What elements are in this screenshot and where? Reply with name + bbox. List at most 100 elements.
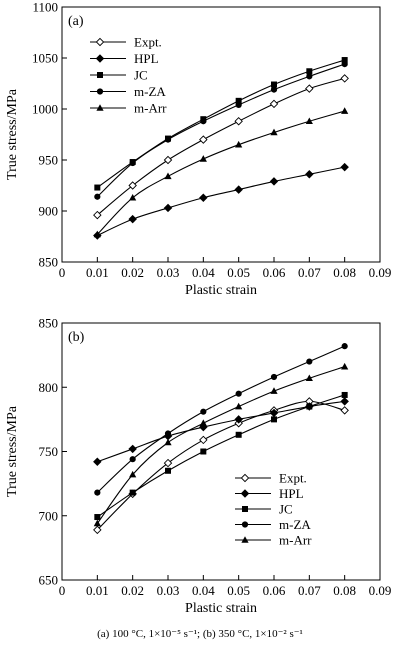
data-point [341, 61, 348, 68]
chart-a: 0 0.01 0.02 0.03 0.04 0.05 0.06 0.07 0.08 0.09 850… [5, 0, 391, 298]
data-point [269, 177, 279, 186]
y-axis-label: True stress/MPa [5, 405, 20, 497]
y-tick-label: 850 [39, 255, 59, 270]
x-tick-label: 0.09 [369, 583, 392, 598]
data-point [234, 415, 243, 424]
legend: Expt.HPL JCm-ZA m-Arr [90, 35, 167, 116]
data-point [271, 81, 277, 88]
data-point [163, 458, 173, 468]
x-tick-label: 0.01 [86, 583, 109, 598]
series-line [96, 366, 345, 524]
data-point [199, 435, 208, 445]
x-tick-label: 0.06 [263, 265, 286, 280]
y-tick-label: 1100 [32, 0, 58, 15]
plot-frame [61, 6, 381, 263]
legend-marker [96, 104, 104, 111]
panel-label: (b) [68, 330, 85, 345]
y-tick-label: 750 [39, 444, 59, 459]
x-tick-label: 0.04 [192, 583, 215, 598]
data-point [94, 184, 101, 191]
legend-label: HPL [134, 51, 159, 66]
x-tick-label: 0.04 [192, 265, 215, 280]
data-point [165, 467, 171, 474]
data-point [340, 74, 349, 83]
legend-marker [96, 88, 104, 95]
y-tick-label: 700 [39, 508, 59, 523]
series-expt [93, 74, 349, 220]
x-tick-label: 0 [59, 265, 66, 280]
data-point [269, 99, 279, 109]
data-point [234, 117, 243, 126]
x-tick-label: 0.07 [298, 583, 321, 598]
data-point [128, 444, 137, 454]
y-tick-label: 1050 [32, 51, 58, 66]
data-point [235, 101, 242, 109]
series-m-arr [93, 362, 349, 527]
x-tick-label: 0.02 [121, 265, 144, 280]
data-point [93, 230, 101, 238]
legend-label: m-Arr [134, 101, 167, 116]
data-point [306, 358, 313, 365]
y-tick-label: 800 [39, 380, 59, 395]
x-tick-label: 0.03 [157, 265, 180, 280]
data-point [305, 117, 313, 125]
data-point [200, 408, 207, 415]
chart-b: 0 0.01 0.02 0.03 0.04 0.05 0.06 0.07 0.08 0.09 650… [5, 316, 391, 617]
data-point [235, 97, 242, 104]
data-point [129, 489, 136, 496]
series-m-za [94, 61, 348, 200]
data-point [128, 214, 137, 224]
data-point [306, 403, 313, 410]
series-m-za [94, 343, 348, 496]
x-tick-label: 0.06 [263, 583, 286, 598]
legend-marker [242, 506, 248, 512]
data-point [341, 57, 348, 64]
data-point [163, 155, 173, 165]
data-point [306, 73, 313, 80]
data-point [94, 489, 101, 496]
legend-marker [95, 37, 105, 47]
data-point [93, 525, 102, 535]
data-point [305, 84, 314, 93]
y-axis-label: True stress/MPa [5, 88, 20, 180]
y-tick-label: 950 [39, 153, 59, 168]
data-point [199, 193, 208, 202]
x-tick-label: 0 [59, 583, 66, 598]
x-tick-label: 0.09 [369, 265, 392, 280]
data-point [129, 159, 136, 167]
data-point [341, 343, 348, 350]
series-hpl [93, 162, 349, 240]
data-point [164, 430, 172, 437]
data-point [341, 362, 349, 370]
data-point [93, 210, 102, 220]
legend-marker [241, 521, 249, 528]
legend-marker [97, 72, 103, 78]
data-point [199, 135, 208, 144]
data-point [340, 397, 349, 406]
figure-caption: (a) 100 °C, 1×10⁻⁵ s⁻¹; (b) 350 °C, 1×10… [97, 628, 303, 640]
legend-label: HPL [279, 486, 304, 501]
series-line [97, 394, 345, 518]
data-point [200, 448, 207, 455]
data-point [199, 419, 207, 427]
series-line [96, 63, 345, 198]
legend-marker [240, 489, 250, 498]
data-point [129, 456, 136, 463]
data-point [129, 193, 137, 201]
data-point [200, 118, 207, 125]
data-point [270, 128, 278, 136]
data-point [164, 438, 172, 446]
data-point [234, 185, 243, 194]
series-line [96, 110, 345, 235]
data-point [94, 193, 101, 200]
data-point [235, 390, 242, 397]
data-point [235, 402, 243, 410]
data-point [163, 203, 173, 213]
legend-label: Expt. [279, 471, 307, 486]
plot-frame [61, 322, 381, 581]
legend-label: m-Arr [279, 533, 312, 548]
data-point [164, 136, 172, 143]
x-tick-label: 0.07 [298, 265, 321, 280]
y-tick-label: 1000 [32, 102, 58, 117]
